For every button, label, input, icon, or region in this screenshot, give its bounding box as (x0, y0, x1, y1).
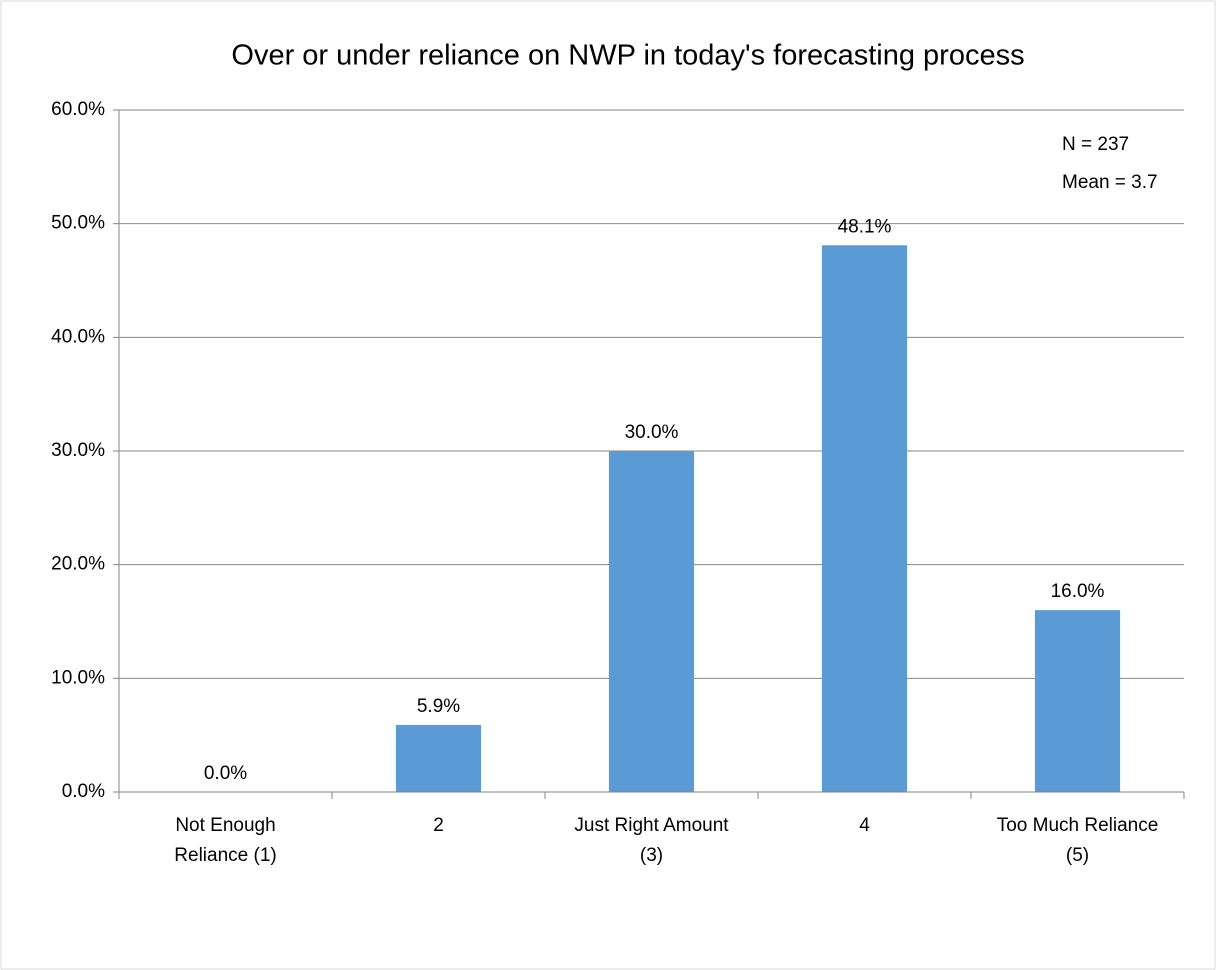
data-label: 5.9% (417, 696, 460, 717)
x-tick-label: Not Enough Reliance (1) (174, 815, 276, 866)
x-tick-label: 2 (433, 815, 444, 836)
y-tick-label: 50.0% (51, 213, 105, 234)
x-tick-label-line: Just Right Amount (574, 815, 729, 836)
y-tick-label: 60.0% (51, 99, 105, 120)
annotation: N = 237 (1062, 134, 1129, 155)
y-tick-label: 0.0% (62, 781, 105, 802)
data-label: 16.0% (1051, 581, 1105, 602)
bar (821, 245, 908, 793)
x-tick-label-line: Not Enough (175, 815, 275, 836)
data-label: 30.0% (625, 422, 679, 443)
bar (395, 724, 482, 792)
x-tick-label-line: (3) (640, 845, 663, 866)
x-tick-label-line: 4 (859, 815, 870, 836)
x-tick-label: Just Right Amount (3) (574, 815, 729, 866)
annotation: Mean = 3.7 (1062, 172, 1158, 193)
x-tick-label: Too Much Reliance (5) (997, 815, 1159, 866)
y-tick-label: 10.0% (51, 667, 105, 688)
bar (608, 451, 695, 792)
chart-title: Over or under reliance on NWP in today's… (231, 40, 1024, 72)
x-tick-label-line: Too Much Reliance (997, 815, 1159, 836)
y-tick-label: 30.0% (51, 440, 105, 461)
bar (1034, 610, 1121, 792)
y-tick-label: 40.0% (51, 326, 105, 347)
data-label: 48.1% (838, 216, 892, 237)
data-label: 0.0% (204, 763, 247, 784)
x-tick-label: 4 (859, 815, 870, 836)
y-tick-label: 20.0% (51, 554, 105, 575)
x-tick-label-line: 2 (433, 815, 444, 836)
x-tick-label-line: (5) (1066, 845, 1089, 866)
x-tick-label-line: Reliance (1) (174, 845, 276, 866)
